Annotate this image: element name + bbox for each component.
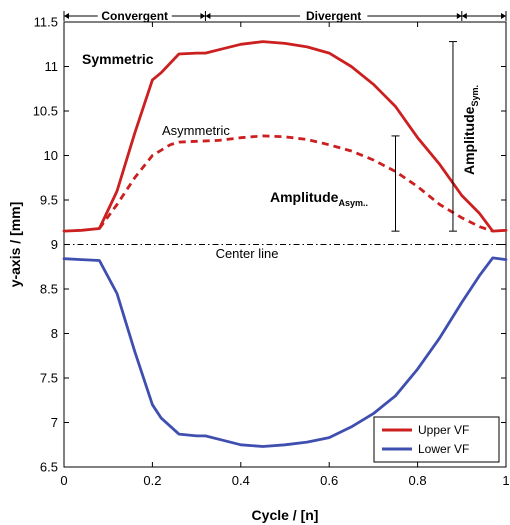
axis-ticks: 0 0.2 0.4 0.6 0.8 1 6.5 7 7.5 8 8.5 9 9.5 10 10.5 11 11.… — [33, 15, 510, 489]
amplitude-label: Amplitude — [270, 189, 339, 205]
annotation-center-line: Center line — [216, 246, 279, 261]
y-tick-label: 8 — [51, 326, 58, 341]
x-tick-label: 0.8 — [409, 473, 427, 488]
series-line-lower-vf — [62, 256, 508, 448]
phase-arrowhead — [205, 13, 211, 19]
annotation-symmetric: Symmetric — [82, 51, 154, 67]
series-group — [62, 40, 508, 448]
y-tick-label: 9.5 — [40, 193, 58, 208]
annotation-amplitude-asym: AmplitudeAsym.. — [270, 189, 368, 208]
phase-label-divergent: Divergent — [306, 9, 361, 23]
x-axis-label: Cycle / [n] — [252, 507, 319, 523]
y-tick-label: 11 — [45, 59, 59, 74]
annotation-amplitude-sym: AmplitudeSym. — [461, 85, 480, 175]
legend-label-upper-vf: Upper VF — [418, 423, 469, 437]
x-tick-label: 1 — [502, 473, 509, 488]
y-tick-label: 8.5 — [40, 282, 58, 297]
phase-indicator: Convergent Divergent — [63, 7, 507, 23]
legend-label-lower-vf: Lower VF — [418, 442, 469, 456]
y-tick-label: 10.5 — [33, 104, 58, 119]
x-tick-label: 0 — [60, 473, 67, 488]
y-tick-label: 7 — [51, 415, 58, 430]
x-tick-label: 0.2 — [143, 473, 161, 488]
amplitude-label: Amplitude — [461, 106, 477, 175]
y-tick-label: 10 — [44, 148, 58, 163]
x-tick-label: 0.6 — [320, 473, 338, 488]
amplitude-subscript: Asym.. — [338, 198, 368, 208]
phase-label-convergent: Convergent — [101, 9, 168, 23]
y-tick-label: 7.5 — [40, 371, 58, 386]
phase-arrowhead — [501, 13, 506, 19]
y-tick-label: 11.5 — [34, 15, 58, 30]
y-tick-label: 6.5 — [40, 460, 58, 475]
phase-arrowhead — [456, 13, 462, 19]
series-line-upper-vf — [62, 40, 508, 233]
y-tick-label: 9 — [51, 237, 58, 252]
phase-label-bg — [299, 7, 368, 21]
series-line-asymmetric — [98, 134, 494, 233]
y-axis-label: y-axis / [mm] — [7, 202, 23, 288]
x-tick-label: 0.4 — [232, 473, 250, 488]
phase-arrowhead — [64, 13, 69, 19]
legend: Upper VF Lower VF — [373, 416, 500, 463]
phase-label-bg — [97, 7, 172, 21]
amplitude-subscript: Sym. — [470, 85, 480, 107]
annotation-asymmetric: Asymmetric — [162, 123, 230, 138]
legend-box — [373, 416, 500, 463]
phase-arrowhead — [200, 13, 206, 19]
phase-arrowhead — [461, 13, 467, 19]
